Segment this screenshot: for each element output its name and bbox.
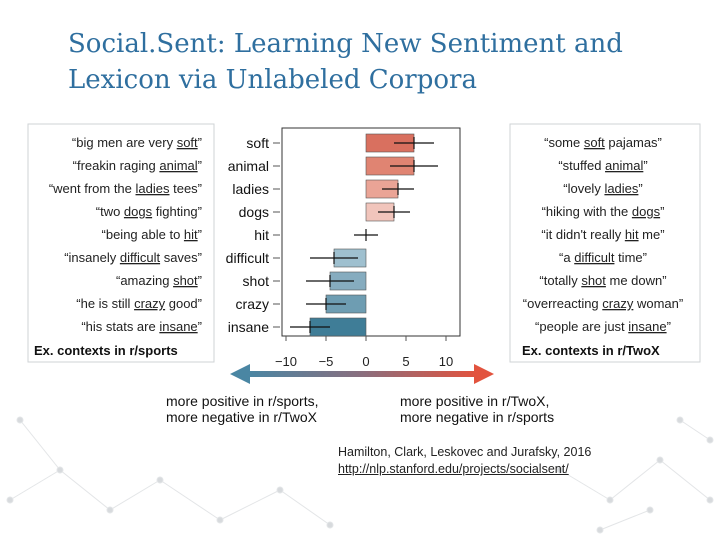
right-context-panel: “some soft pajamas” “stuffed animal” “love… — [509, 123, 701, 363]
arrow-left-label-2: more negative in r/TwoX — [166, 409, 318, 425]
direction-arrow: more positive in r/sports,more negative … — [166, 364, 554, 425]
left-context-3: “went from the ladies tees” — [49, 181, 202, 196]
right-context-5: “it didn't really hit me” — [541, 227, 664, 242]
right-context-6: “a difficult time” — [559, 250, 647, 265]
x-tick-label-4: 10 — [439, 354, 453, 369]
right-context-4: “hiking with the dogs” — [542, 204, 665, 219]
left-context-2: “freakin raging animal” — [73, 158, 202, 173]
x-tick-label-1: −5 — [319, 354, 334, 369]
right-context-3: “lovely ladies” — [563, 181, 643, 196]
arrow-right-label-2: more negative in r/sports — [400, 409, 554, 425]
right-context-9: “people are just insane” — [535, 319, 671, 334]
category-label-soft: soft — [246, 135, 269, 151]
category-label-dogs: dogs — [239, 204, 269, 220]
left-context-panel: “big men are very soft” “freakin raging a… — [27, 123, 215, 363]
arrow-left-label-1: more positive in r/sports, — [166, 393, 319, 409]
arrow-right-label-1: more positive in r/TwoX, — [400, 393, 549, 409]
citation-authors: Hamilton, Clark, Leskovec and Jurafsky, … — [338, 445, 592, 459]
left-context-4: “two dogs fighting” — [96, 204, 202, 219]
left-context-label: Ex. contexts in r/sports — [34, 343, 178, 358]
arrow-head-left — [230, 364, 250, 384]
plot-area: soft animal ladies dogs hit difficult shot craz… — [226, 127, 461, 369]
right-context-label: Ex. contexts in r/TwoX — [522, 343, 660, 358]
left-context-8: “he is still crazy good” — [76, 296, 202, 311]
citation-link[interactable]: http://nlp.stanford.edu/projects/socials… — [338, 462, 569, 476]
right-context-2: “stuffed animal” — [558, 158, 647, 173]
x-tick-label-0: −10 — [275, 354, 297, 369]
left-context-6: “insanely difficult saves” — [64, 250, 202, 265]
arrow-head-right — [474, 364, 494, 384]
x-tick-label-2: 0 — [362, 354, 369, 369]
category-label-difficult: difficult — [226, 250, 269, 266]
left-context-9: “his stats are insane” — [81, 319, 202, 334]
right-context-8: “overreacting crazy woman” — [523, 296, 683, 311]
left-context-5: “being able to hit” — [102, 227, 202, 242]
x-tick-label-3: 5 — [402, 354, 409, 369]
category-label-shot: shot — [243, 273, 270, 289]
category-label-hit: hit — [254, 227, 269, 243]
category-label-crazy: crazy — [236, 296, 269, 312]
citation: Hamilton, Clark, Leskovec and Jurafsky, … — [338, 444, 591, 478]
right-context-7: “totally shot me down” — [539, 273, 666, 288]
category-label-animal: animal — [228, 158, 269, 174]
category-label-insane: insane — [228, 319, 269, 335]
left-context-1: “big men are very soft” — [72, 135, 202, 150]
category-label-ladies: ladies — [232, 181, 269, 197]
right-context-1: “some soft pajamas” — [544, 135, 662, 150]
left-context-7: “amazing shot” — [116, 273, 202, 288]
arrow-shaft — [248, 371, 476, 377]
slide-title: Social.Sent: Learning New Sentiment and … — [68, 29, 623, 95]
